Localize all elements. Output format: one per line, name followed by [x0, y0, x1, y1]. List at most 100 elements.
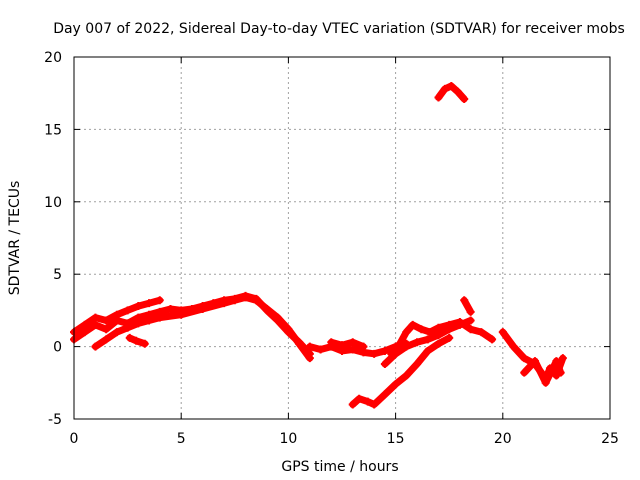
data-point [363, 397, 372, 406]
data-point [370, 400, 379, 409]
series-track-e [305, 339, 411, 358]
data-point [80, 328, 89, 337]
data-point [453, 87, 462, 96]
data-point [402, 371, 411, 380]
data-point [305, 354, 314, 363]
data-point [541, 378, 550, 387]
data-point [273, 313, 282, 322]
chart-title: Day 007 of 2022, Sidereal Day-to-day VTE… [53, 21, 625, 37]
data-point [91, 320, 100, 329]
data-point [434, 339, 443, 348]
x-tick-label: 10 [279, 431, 297, 447]
data-point [434, 323, 443, 332]
data-point [391, 380, 400, 389]
data-point [177, 310, 186, 319]
data-point [198, 304, 207, 313]
data-point [252, 296, 261, 305]
data-point [440, 84, 449, 93]
data-point [530, 357, 539, 366]
data-point [466, 307, 475, 316]
data-point [509, 342, 518, 351]
data-point [295, 339, 304, 348]
data-point [123, 323, 132, 332]
y-tick-label: 5 [53, 267, 62, 283]
data-point [402, 342, 411, 351]
series-track-d [125, 333, 149, 348]
data-point [112, 328, 121, 337]
data-point [447, 81, 456, 90]
data-point [327, 338, 336, 347]
grid [74, 57, 610, 419]
data-point [348, 345, 357, 354]
data-point [348, 400, 357, 409]
data-point [380, 359, 389, 368]
series-track-m [520, 357, 565, 387]
data-point [387, 349, 396, 358]
y-tick-label: 0 [53, 340, 62, 356]
data-point [460, 94, 469, 103]
data-point [102, 316, 111, 325]
data-point [134, 302, 143, 311]
data-point [413, 338, 422, 347]
data-point [338, 341, 346, 350]
series-track-g [348, 333, 454, 409]
y-tick-label: 20 [44, 50, 62, 66]
data-point [434, 93, 443, 102]
data-point [155, 313, 164, 322]
series-track-f [327, 338, 368, 351]
data-point [408, 320, 417, 329]
data-point [166, 304, 175, 313]
data-point [520, 368, 529, 377]
data-point [425, 328, 434, 337]
data-point [552, 357, 561, 366]
data-point [460, 296, 469, 305]
data-point [134, 319, 143, 328]
data-point [498, 328, 507, 337]
data-point [402, 328, 411, 337]
x-tick-label: 25 [601, 431, 619, 447]
data-point [380, 346, 389, 355]
data-point [423, 335, 432, 344]
y-axis-label: SDTVAR / TECUs [7, 181, 23, 296]
data-point [395, 339, 404, 348]
series-track-c [91, 293, 314, 363]
data-point [220, 299, 229, 308]
x-tick-labels: 0 5 10 15 20 25 [70, 431, 619, 447]
y-tick-label: 15 [44, 122, 62, 138]
data-point [455, 317, 464, 326]
series-band [460, 296, 475, 316]
series-band [327, 338, 367, 351]
data-point [316, 345, 325, 354]
data-point [132, 336, 141, 345]
series-track-k [434, 81, 469, 103]
data-point [413, 359, 422, 368]
data-point [80, 320, 89, 329]
data-point [558, 354, 567, 363]
data-point [230, 296, 239, 305]
x-axis-label: GPS time / hours [281, 459, 398, 475]
data-point [262, 304, 271, 313]
y-tick-label: 10 [44, 195, 62, 211]
x-tick-label: 20 [494, 431, 512, 447]
data-point [355, 394, 364, 403]
data-point [145, 316, 154, 325]
series-track-l [498, 328, 567, 383]
data-point [477, 328, 486, 337]
data-point [125, 333, 134, 342]
data-point [305, 342, 314, 351]
data-point [123, 306, 132, 315]
data-point [241, 293, 250, 302]
series-track-i [387, 317, 497, 358]
series-band [70, 292, 314, 358]
data-point [520, 354, 529, 363]
data-series [70, 81, 567, 409]
data-point [359, 342, 368, 351]
series-track-j [460, 296, 475, 316]
x-tick-label: 5 [177, 431, 186, 447]
y-tick-labels: -5 0 5 10 15 20 [44, 50, 62, 428]
x-tick-label: 15 [387, 431, 405, 447]
data-point [488, 335, 497, 344]
data-point [423, 346, 432, 355]
data-point [348, 338, 357, 347]
